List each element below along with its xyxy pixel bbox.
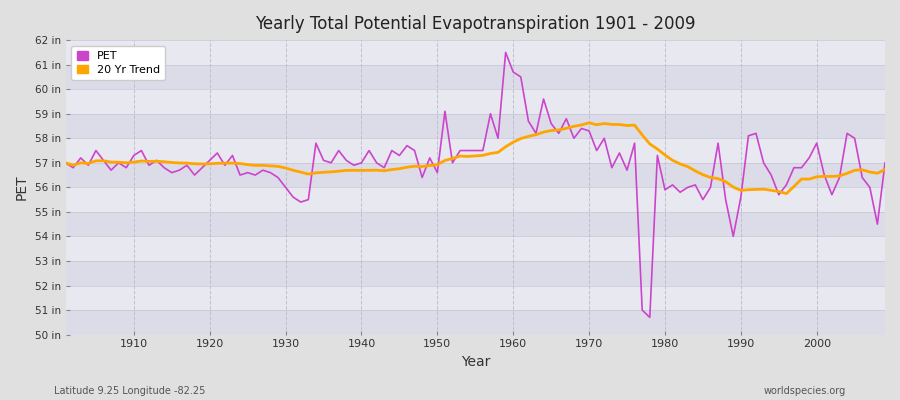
Bar: [66, 187, 885, 212]
X-axis label: Year: Year: [461, 355, 490, 369]
20 Yr Trend: [288, 168, 299, 173]
PET: [333, 148, 344, 153]
20 Yr Trend: [500, 144, 511, 149]
PET: [607, 165, 617, 170]
Bar: [66, 65, 885, 89]
PET: [288, 195, 299, 200]
Line: PET: PET: [66, 52, 885, 318]
Bar: [66, 138, 885, 163]
Y-axis label: PET: PET: [15, 174, 29, 200]
PET: [644, 315, 655, 320]
Bar: [66, 40, 885, 65]
20 Yr Trend: [508, 140, 518, 144]
Bar: [66, 114, 885, 138]
Legend: PET, 20 Yr Trend: PET, 20 Yr Trend: [71, 46, 166, 80]
PET: [516, 74, 526, 79]
Text: worldspecies.org: worldspecies.org: [764, 386, 846, 396]
Bar: [66, 212, 885, 236]
20 Yr Trend: [60, 160, 71, 165]
Title: Yearly Total Potential Evapotranspiration 1901 - 2009: Yearly Total Potential Evapotranspiratio…: [255, 15, 696, 33]
PET: [121, 165, 131, 170]
PET: [500, 50, 511, 55]
Bar: [66, 286, 885, 310]
20 Yr Trend: [584, 120, 595, 125]
Bar: [66, 310, 885, 334]
PET: [879, 160, 890, 165]
Bar: [66, 261, 885, 286]
20 Yr Trend: [333, 169, 344, 174]
Bar: [66, 236, 885, 261]
PET: [60, 160, 71, 165]
Text: Latitude 9.25 Longitude -82.25: Latitude 9.25 Longitude -82.25: [54, 386, 205, 396]
20 Yr Trend: [781, 191, 792, 196]
20 Yr Trend: [607, 122, 617, 127]
20 Yr Trend: [879, 167, 890, 172]
Line: 20 Yr Trend: 20 Yr Trend: [66, 123, 885, 194]
20 Yr Trend: [121, 160, 131, 165]
Bar: [66, 89, 885, 114]
Bar: [66, 163, 885, 187]
PET: [508, 70, 518, 74]
